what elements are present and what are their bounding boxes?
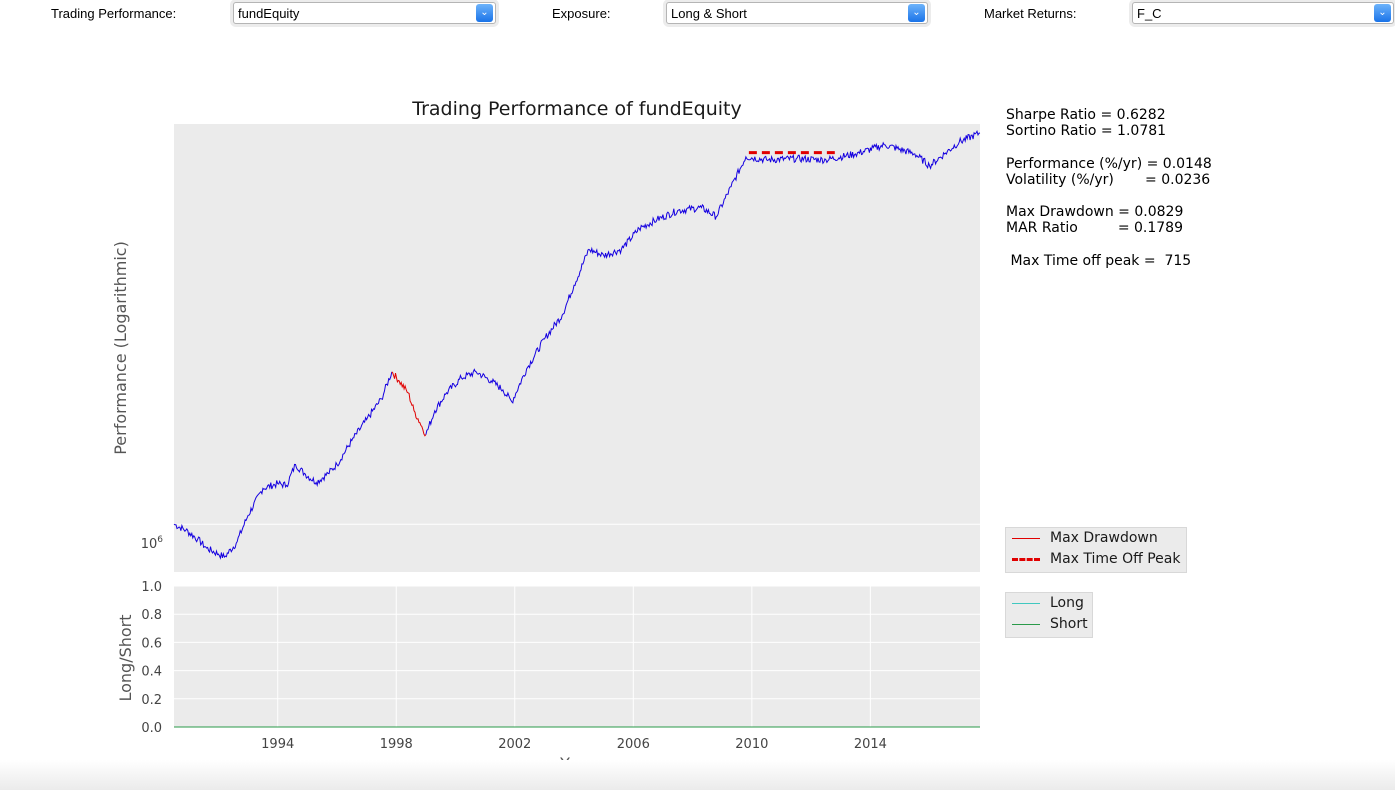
legend-label: Long [1050, 595, 1084, 611]
y-tick-base: 10 [141, 537, 158, 552]
legend-swatch-long [1012, 603, 1040, 604]
volatility-stat: Volatility (%/yr) = 0.0236 [1006, 172, 1210, 188]
market-returns-value: F_C [1137, 6, 1162, 21]
long-short-legend: Long Short [1005, 592, 1093, 638]
legend-label: Max Time Off Peak [1050, 551, 1180, 567]
time-off-peak-stat: Max Time off peak = 715 [1006, 253, 1191, 269]
x-tick-label: 2006 [617, 737, 650, 752]
y-tick-exponent: 6 [157, 535, 163, 545]
long-short-panel [174, 586, 980, 727]
sharpe-ratio: Sharpe Ratio = 0.6282 [1006, 107, 1166, 123]
legend-label: Short [1050, 616, 1088, 632]
x-tick-label: 1994 [261, 737, 294, 752]
y-tick-label: 0.6 [141, 636, 162, 651]
legend-swatch-short [1012, 624, 1040, 625]
performance-chart: Trading Performance of fundEquity Perfor… [0, 0, 1000, 790]
y-tick-label: 1.0 [141, 580, 162, 595]
legend-label: Max Drawdown [1050, 530, 1158, 546]
y-tick-label: 0.0 [141, 721, 162, 736]
chart-title: Trading Performance of fundEquity [411, 98, 741, 120]
performance-stat: Performance (%/yr) = 0.0148 [1006, 156, 1212, 172]
equity-y-tick: 106 [141, 535, 164, 552]
x-tick-label: 2014 [854, 737, 887, 752]
y-tick-label: 0.4 [141, 665, 162, 680]
equity-panel [174, 124, 980, 572]
x-tick-label: 2002 [498, 737, 531, 752]
market-returns-select[interactable]: F_C ⌄ [1132, 2, 1394, 24]
window-bottom-shade [0, 760, 1395, 790]
equity-legend: Max Drawdown Max Time Off Peak [1005, 527, 1187, 573]
mar-ratio-stat: MAR Ratio = 0.1789 [1006, 220, 1183, 236]
max-drawdown-stat: Max Drawdown = 0.0829 [1006, 204, 1183, 220]
legend-swatch-dashed-line [1012, 558, 1040, 561]
legend-swatch-red-line [1012, 538, 1040, 539]
y-tick-label: 0.2 [141, 693, 162, 708]
x-tick-label: 1998 [380, 737, 413, 752]
sortino-ratio: Sortino Ratio = 1.0781 [1006, 123, 1166, 139]
equity-y-label: Performance (Logarithmic) [111, 241, 130, 455]
long-short-y-label: Long/Short [116, 614, 135, 701]
chevron-down-icon[interactable]: ⌄ [1374, 4, 1391, 22]
y-tick-label: 0.8 [141, 608, 162, 623]
x-tick-label: 2010 [735, 737, 768, 752]
